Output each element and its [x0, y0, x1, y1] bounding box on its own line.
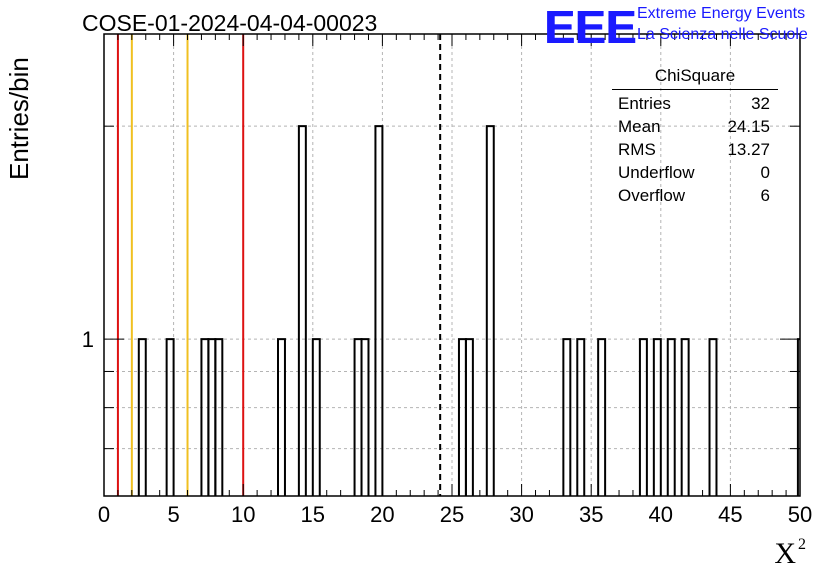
x-tick-label: 35 [579, 502, 603, 527]
stats-box: ChiSquare Entries 32 Mean 24.15 RMS 13.2… [612, 66, 778, 207]
histogram-bar [680, 338, 690, 496]
histogram-bar [200, 338, 210, 496]
stats-label: Entries [618, 94, 671, 113]
logo-caption-line1: Extreme Energy Events [637, 5, 806, 22]
stats-label: RMS [618, 140, 656, 159]
histogram-bar [360, 338, 370, 496]
stats-title: ChiSquare [612, 66, 778, 90]
x-tick-label: 5 [167, 502, 179, 527]
histogram-bar [666, 338, 676, 496]
x-tick-label: 0 [98, 502, 110, 527]
x-tick-label: 20 [370, 502, 394, 527]
x-axis-label-base: X [774, 537, 796, 570]
x-tick-label: 30 [509, 502, 533, 527]
stats-value: 13.27 [727, 140, 770, 159]
x-tick-label: 10 [231, 502, 255, 527]
histogram-bar [576, 338, 586, 496]
stats-row-overflow: Overflow 6 [614, 184, 776, 207]
histogram-bar [165, 338, 175, 496]
stats-label: Overflow [618, 186, 686, 205]
stats-row-mean: Mean 24.15 [614, 115, 776, 138]
stats-label: Underflow [618, 163, 695, 182]
logo-caption: Extreme Energy Events La Scienza nelle S… [637, 3, 808, 45]
histogram-bar [638, 338, 648, 496]
histogram-bar [708, 338, 718, 496]
histogram-bar [597, 338, 607, 496]
x-tick-label: 15 [301, 502, 325, 527]
eee-logo: EEE [544, 1, 637, 53]
x-tick-label: 40 [649, 502, 673, 527]
logo-caption-line2: La Scienza nelle Scuole [637, 26, 808, 43]
stats-value: 6 [760, 186, 770, 205]
histogram-bar [562, 338, 572, 496]
stats-value: 24.15 [727, 117, 770, 136]
histogram-bar [353, 338, 363, 496]
histogram-bar [464, 338, 474, 496]
histogram-bar [277, 338, 286, 496]
axis-ticks [103, 34, 801, 496]
histogram-bar [311, 338, 321, 496]
stats-value: 0 [760, 163, 770, 182]
x-tick-label: 50 [788, 502, 812, 527]
histogram-bar [297, 125, 307, 496]
x-tick-label: 45 [718, 502, 742, 527]
histogram-bar [374, 125, 384, 496]
x-tick-label: 25 [440, 502, 464, 527]
axis-tick-labels: 0 5 10 15 20 25 30 35 40 45 50 1 [82, 327, 812, 527]
stats-label: Mean [618, 117, 661, 136]
stats-row-entries: Entries 32 [614, 92, 776, 115]
stats-row-underflow: Underflow 0 [614, 161, 776, 184]
x-axis-label-superscript: 2 [798, 536, 806, 553]
stats-row-rms: RMS 13.27 [614, 138, 776, 161]
histogram-bar [207, 338, 217, 496]
y-axis-label: Entries/bin [4, 57, 34, 180]
page-title: COSE-01-2024-04-04-00023 [82, 10, 378, 36]
histogram-bar [457, 338, 467, 496]
y-tick-label: 1 [82, 327, 94, 352]
reference-lines [116, 34, 442, 496]
stats-value: 32 [751, 94, 770, 113]
histogram-bars [137, 125, 800, 496]
histogram-bar [137, 338, 147, 496]
histogram-bar [214, 338, 224, 496]
histogram-bar [652, 338, 662, 496]
histogram-bar [485, 125, 495, 496]
